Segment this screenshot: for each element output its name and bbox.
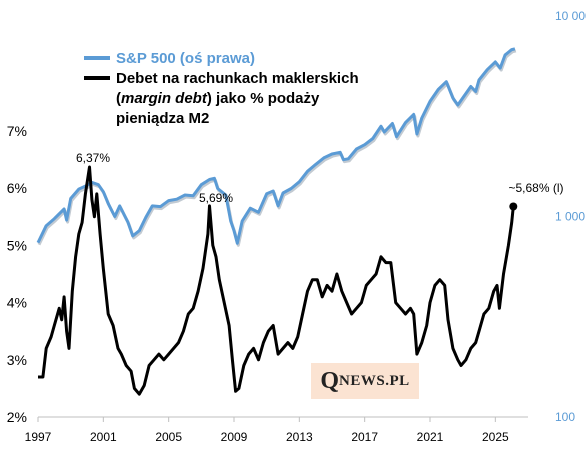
- annotation-layer: 6,37% 5,69% ~5,68% (l): [76, 151, 564, 205]
- y-right-tick-label: 100: [555, 410, 575, 424]
- x-tick-label: 2009: [221, 430, 248, 444]
- legend-sp500-text: S&P 500 (oś prawa): [116, 50, 255, 67]
- legend-line2-rest: ) jako % podaży: [207, 90, 320, 107]
- margin-debt-end-marker: [509, 202, 518, 211]
- annotation-peak-2000: 6,37%: [76, 151, 110, 165]
- legend-label-margin-line2: (margin debt) jako % podaży: [116, 90, 320, 107]
- x-tick-label: 2017: [351, 430, 378, 444]
- annotation-latest: ~5,68% (l): [508, 181, 563, 195]
- legend: S&P 500 (oś prawa) Debet na rachunkach m…: [84, 50, 359, 127]
- legend-line2-italic: margin debt: [121, 90, 208, 107]
- qnews-logo: Q NEWS.PL: [311, 363, 419, 399]
- legend-label-margin-line1: Debet na rachunkach maklerskich: [116, 70, 359, 87]
- logo-rest: NEWS.PL: [339, 372, 410, 389]
- y-left-tick-label: 3%: [7, 352, 27, 368]
- x-tick-label: 2025: [482, 430, 509, 444]
- legend-label-sp500: S&P 500 (oś prawa): [116, 50, 255, 67]
- logo-q: Q: [320, 367, 340, 394]
- y-left-tick-label: 2%: [7, 409, 27, 425]
- sp500-line: [36, 47, 516, 245]
- y-left-tick-label: 4%: [7, 295, 27, 311]
- series-layer: [36, 47, 518, 396]
- y-left-tick-label: 5%: [7, 237, 27, 253]
- x-tick-label: 1997: [25, 430, 52, 444]
- margin-debt-line: [38, 165, 515, 396]
- axis-layer: 1997 2001 2005 2009 2013 2017 2021 2025 2% 3% 4% 5%…: [7, 9, 586, 444]
- y-left-tick-label: 6%: [7, 180, 27, 196]
- legend-line2-open: (: [116, 90, 121, 107]
- x-tick-label: 2013: [286, 430, 313, 444]
- x-tick-label: 2005: [155, 430, 182, 444]
- y-right-tick-label: 10 000: [555, 9, 586, 23]
- legend-label-margin-line3: pieniądza M2: [116, 110, 209, 127]
- y-right-tick-label: 1 000: [555, 210, 585, 224]
- x-tick-label: 2021: [417, 430, 444, 444]
- x-tick-label: 2001: [90, 430, 117, 444]
- y-left-tick-label: 7%: [7, 123, 27, 139]
- annotation-peak-2007: 5,69%: [199, 191, 233, 205]
